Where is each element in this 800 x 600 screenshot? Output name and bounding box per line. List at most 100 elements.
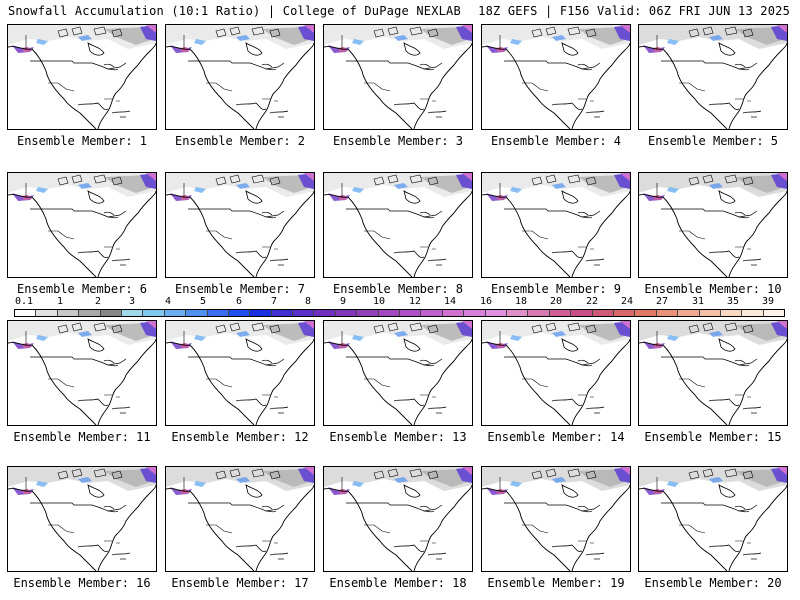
colorbar-swatch	[314, 310, 336, 316]
ensemble-member-label: Ensemble Member: 20	[644, 576, 782, 590]
colorbar-swatch	[613, 310, 636, 316]
snowfall-colorbar	[14, 309, 785, 317]
ensemble-map	[8, 173, 156, 277]
colorbar-tick-label: 35	[726, 296, 740, 307]
colorbar-tick-label: 24	[620, 296, 634, 307]
ensemble-map	[166, 467, 314, 571]
colorbar-swatch	[186, 310, 208, 316]
colorbar-tick-label: 22	[585, 296, 599, 307]
colorbar-tick-label: 16	[479, 296, 493, 307]
colorbar-tick-label: 8	[304, 296, 312, 307]
ensemble-map	[639, 173, 787, 277]
colorbar-swatch	[485, 310, 507, 316]
colorbar-swatch	[250, 310, 272, 316]
ensemble-member-label: Ensemble Member: 11	[13, 430, 151, 444]
colorbar-swatch	[36, 310, 58, 316]
ensemble-map-panel	[7, 466, 157, 572]
colorbar-swatch	[571, 310, 593, 316]
ensemble-map-panel	[165, 172, 315, 278]
colorbar-swatch	[464, 310, 486, 316]
colorbar-tick-label: 31	[691, 296, 705, 307]
ensemble-map-panel	[323, 466, 473, 572]
ensemble-map-panel	[481, 466, 631, 572]
colorbar-swatch	[528, 310, 550, 316]
model-run-info: 18Z GEFS | F156 Valid: 06Z FRI JUN 13 20…	[478, 4, 790, 18]
ensemble-map	[166, 173, 314, 277]
colorbar-tick-label: 1	[56, 296, 64, 307]
ensemble-member-label: Ensemble Member: 14	[487, 430, 625, 444]
ensemble-member-label: Ensemble Member: 1	[16, 134, 148, 148]
colorbar-swatch	[79, 310, 101, 316]
colorbar-tick-label: 2	[94, 296, 102, 307]
colorbar-tick-label: 12	[408, 296, 422, 307]
ensemble-map-panel	[7, 320, 157, 426]
ensemble-map	[166, 25, 314, 129]
colorbar-swatch	[592, 310, 614, 316]
ensemble-member-label: Ensemble Member: 7	[174, 282, 306, 296]
ensemble-map-panel	[481, 24, 631, 130]
ensemble-member-label: Ensemble Member: 10	[644, 282, 782, 296]
colorbar-swatch	[635, 310, 657, 316]
ensemble-map	[324, 25, 472, 129]
ensemble-member-label: Ensemble Member: 17	[171, 576, 309, 590]
ensemble-member-label: Ensemble Member: 3	[332, 134, 464, 148]
ensemble-map	[166, 321, 314, 425]
ensemble-map	[639, 467, 787, 571]
colorbar-swatch	[15, 310, 37, 316]
colorbar-swatch	[335, 310, 358, 316]
ensemble-map	[482, 173, 630, 277]
ensemble-map-panel	[7, 24, 157, 130]
colorbar-swatch	[57, 310, 80, 316]
ensemble-member-label: Ensemble Member: 18	[329, 576, 467, 590]
ensemble-map-panel	[323, 172, 473, 278]
colorbar-tick-label: 18	[514, 296, 528, 307]
ensemble-member-label: Ensemble Member: 4	[490, 134, 622, 148]
colorbar-swatch	[656, 310, 679, 316]
ensemble-map-panel	[165, 320, 315, 426]
colorbar-tick-label: 14	[443, 296, 457, 307]
ensemble-map-panel	[638, 172, 788, 278]
ensemble-member-label: Ensemble Member: 19	[487, 576, 625, 590]
ensemble-map	[8, 321, 156, 425]
colorbar-swatch	[699, 310, 721, 316]
ensemble-map-panel	[481, 172, 631, 278]
ensemble-map	[8, 25, 156, 129]
colorbar-tick-label: 4	[164, 296, 172, 307]
ensemble-map	[639, 321, 787, 425]
ensemble-map	[482, 25, 630, 129]
colorbar-swatch	[378, 310, 401, 316]
colorbar-swatch	[357, 310, 379, 316]
colorbar-swatch	[271, 310, 294, 316]
colorbar-tick-label: 10	[372, 296, 386, 307]
map-title: Snowfall Accumulation (10:1 Ratio) | Col…	[8, 4, 461, 18]
colorbar-tick-label: 9	[339, 296, 347, 307]
ensemble-member-label: Ensemble Member: 15	[644, 430, 782, 444]
colorbar-tick-label: 20	[549, 296, 563, 307]
ensemble-member-label: Ensemble Member: 16	[13, 576, 151, 590]
ensemble-map	[639, 25, 787, 129]
colorbar-swatch	[293, 310, 315, 316]
colorbar-tick-label: 7	[270, 296, 278, 307]
ensemble-map-panel	[7, 172, 157, 278]
ensemble-map-panel	[323, 24, 473, 130]
ensemble-map-panel	[638, 466, 788, 572]
colorbar-swatch	[442, 310, 465, 316]
ensemble-map-panel	[323, 320, 473, 426]
ensemble-member-label: Ensemble Member: 5	[647, 134, 779, 148]
ensemble-map	[324, 173, 472, 277]
ensemble-map	[324, 467, 472, 571]
ensemble-member-label: Ensemble Member: 2	[174, 134, 306, 148]
ensemble-member-label: Ensemble Member: 9	[490, 282, 622, 296]
ensemble-map	[8, 467, 156, 571]
colorbar-swatch	[742, 310, 764, 316]
ensemble-map-panel	[165, 24, 315, 130]
colorbar-swatch	[164, 310, 187, 316]
colorbar-swatch	[100, 310, 122, 316]
colorbar-tick-label: 39	[761, 296, 775, 307]
ensemble-member-label: Ensemble Member: 12	[171, 430, 309, 444]
colorbar-swatch	[143, 310, 165, 316]
colorbar-swatch	[421, 310, 443, 316]
colorbar-tick-labels: 0.1 1 2 3 4 5 6 7 8 9 10 12 14 16 18 20 22 24 27 31 35 39	[14, 296, 785, 308]
colorbar-swatch	[720, 310, 743, 316]
ensemble-map	[482, 467, 630, 571]
